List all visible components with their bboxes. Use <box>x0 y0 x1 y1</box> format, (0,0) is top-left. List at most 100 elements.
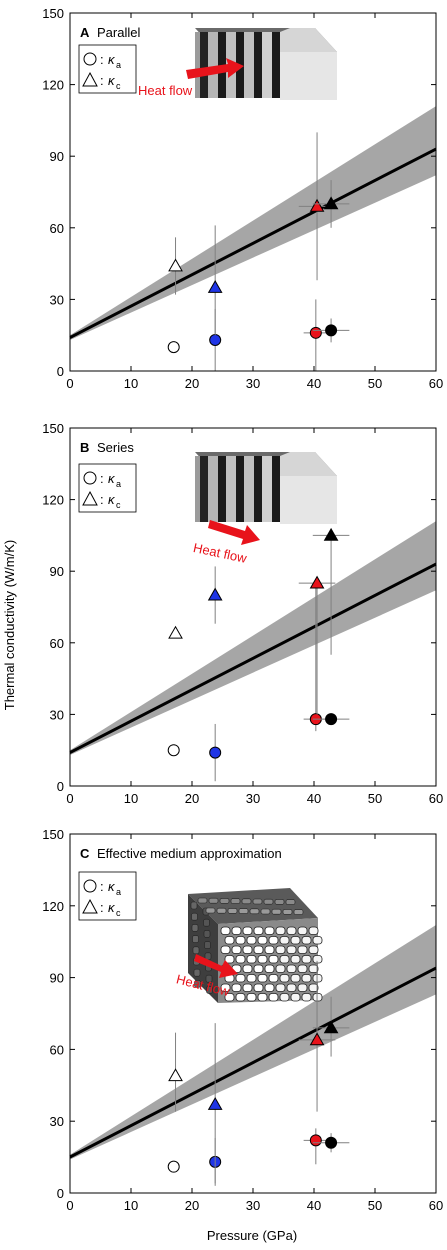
grain-cell <box>275 945 286 954</box>
panel-b: Heat flow 0 10 20 30 40 50 60 0 30 60 90 120 150 B Ser… <box>42 421 443 806</box>
x-tick-label: 20 <box>185 791 199 806</box>
x-tick-label: 20 <box>185 376 199 391</box>
grain-cell <box>219 898 230 904</box>
grain-cell <box>224 936 235 945</box>
grain-cell <box>275 926 286 935</box>
grain-cell <box>197 897 208 904</box>
grain-cell <box>312 936 323 945</box>
grain-cell <box>263 898 274 905</box>
y-tick-label: 90 <box>50 564 64 579</box>
x-tick-label: 0 <box>66 791 73 806</box>
data-point-triangle <box>168 258 183 272</box>
legend-subscript: a <box>116 887 121 897</box>
confidence-band <box>70 924 436 1160</box>
grain-cell <box>293 909 304 915</box>
x-tick-label: 10 <box>124 376 138 391</box>
y-tick-label: 0 <box>57 364 64 379</box>
grain-cell <box>246 974 257 983</box>
grain-cell <box>205 907 216 914</box>
x-tick-label: 30 <box>246 791 260 806</box>
y-tick-label: 120 <box>42 78 64 93</box>
legend-triangle-marker <box>82 71 98 87</box>
y-tick-label: 150 <box>42 827 64 842</box>
grain-cell <box>242 926 253 935</box>
y-tick-label: 0 <box>57 779 64 794</box>
data-point-circle <box>167 744 180 757</box>
x-tick-label: 10 <box>124 1198 138 1213</box>
grain-cube-illustration <box>188 888 323 1003</box>
grain-cell <box>271 908 282 915</box>
grain-cell <box>275 964 286 973</box>
legend-colon: : <box>100 879 104 894</box>
grain-cell <box>301 936 312 945</box>
grain-cell <box>274 899 285 905</box>
x-tick-label: 10 <box>124 791 138 806</box>
fit-line <box>69 147 437 339</box>
data-point-triangle <box>323 527 339 541</box>
grain-cell <box>220 926 231 935</box>
legend-symbol: κ <box>108 471 116 486</box>
grain-cell <box>208 897 219 904</box>
heat-flow-arrow: Heat flow <box>192 520 260 566</box>
grain-cell <box>191 912 198 921</box>
grain-cell <box>242 983 253 992</box>
x-tick-label: 20 <box>185 1198 199 1213</box>
legend-triangle-marker <box>82 898 98 914</box>
panel-a: Heat flow 0 10 20 30 40 50 60 0 30 60 90 120 150 A Par… <box>42 6 443 391</box>
grain-cell <box>241 898 252 905</box>
data-point-circle <box>167 341 180 354</box>
x-tick-label: 60 <box>429 791 443 806</box>
grain-cell <box>297 926 308 935</box>
legend-subscript: c <box>116 500 121 510</box>
y-tick-label: 150 <box>42 421 64 436</box>
data-point-triangle <box>309 1032 325 1046</box>
data-point-triangle <box>323 1020 339 1034</box>
layered-slab-illustration <box>195 452 337 524</box>
y-tick-label: 120 <box>42 493 64 508</box>
heat-flow-label: Heat flow <box>192 540 249 566</box>
grain-cell <box>193 968 201 977</box>
grain-cell <box>290 993 301 1002</box>
legend-circle-marker <box>83 471 97 485</box>
grain-cell <box>224 993 235 1002</box>
panel-title: Effective medium approximation <box>97 846 282 861</box>
legend-subscript: a <box>116 60 121 70</box>
grain-cell <box>275 983 286 992</box>
fit-line <box>69 562 437 754</box>
grain-cell <box>264 926 275 935</box>
grain-cell <box>235 993 246 1002</box>
layered-slab-illustration <box>195 28 337 100</box>
grain-cell <box>249 908 260 915</box>
x-tick-label: 50 <box>368 376 382 391</box>
grain-cell <box>308 983 319 992</box>
legend-subscript: c <box>116 908 121 918</box>
grain-cell <box>286 926 297 935</box>
grain-cell <box>279 993 290 1002</box>
heat-flow-arrow: Heat flow <box>138 58 244 98</box>
data-point-circle <box>309 326 322 339</box>
grain-cell <box>286 983 297 992</box>
y-tick-label: 90 <box>50 971 64 986</box>
data-point-circle <box>325 713 338 726</box>
x-tick-label: 40 <box>307 376 321 391</box>
legend-symbol: κ <box>108 879 116 894</box>
legend-colon: : <box>100 492 104 507</box>
panel-title: Parallel <box>97 25 140 40</box>
grain-cell <box>301 974 312 983</box>
legend-subscript: c <box>116 81 121 91</box>
legend-colon: : <box>100 471 104 486</box>
grain-cell <box>301 955 312 964</box>
grain-cell <box>297 945 308 954</box>
y-tick-label: 120 <box>42 899 64 914</box>
x-tick-label: 0 <box>66 376 73 391</box>
grain-cell <box>252 898 263 905</box>
data-point-triangle <box>207 587 223 601</box>
grain-cell <box>203 930 211 938</box>
legend-subscript: a <box>116 479 121 489</box>
y-tick-label: 150 <box>42 6 64 21</box>
grain-cell <box>286 964 297 973</box>
legend-triangle-marker <box>82 490 98 506</box>
grain-cell <box>220 945 231 954</box>
y-tick-label: 30 <box>50 707 64 722</box>
